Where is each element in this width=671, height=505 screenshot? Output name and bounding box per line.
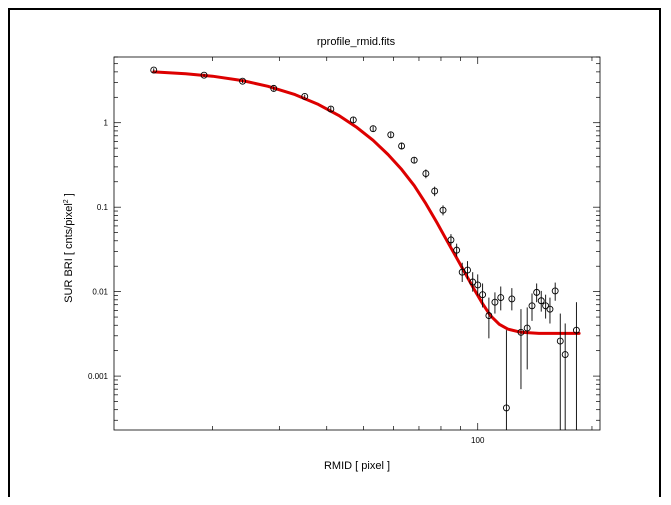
data-marker <box>200 71 208 79</box>
data-marker <box>572 326 580 334</box>
chart-frame <box>8 8 661 497</box>
data-marker <box>422 170 430 178</box>
data-point <box>523 307 531 370</box>
data-point <box>533 283 541 303</box>
data-marker <box>561 351 569 358</box>
chart-title: rprofile_rmid.fits <box>317 36 396 48</box>
data-point <box>556 313 564 430</box>
data-point <box>239 77 247 85</box>
data-marker <box>537 297 545 305</box>
x-axis-label: RMID [ pixel ] <box>324 460 390 472</box>
data-marker <box>327 105 335 113</box>
y-axis-label-superscript: 2 <box>63 199 70 203</box>
data-marker <box>410 156 418 164</box>
data-marker <box>523 324 531 332</box>
data-point <box>551 282 559 301</box>
data-point <box>369 125 377 133</box>
data-marker <box>447 236 455 244</box>
data-point <box>517 309 525 390</box>
data-marker <box>556 337 564 345</box>
data-marker <box>542 302 550 310</box>
data-marker <box>349 116 357 124</box>
data-marker <box>533 288 541 296</box>
data-point <box>447 234 455 246</box>
data-marker <box>491 298 499 306</box>
data-point <box>464 261 471 280</box>
data-point <box>387 131 395 139</box>
data-marker <box>453 246 461 254</box>
data-marker <box>479 291 487 299</box>
data-point <box>327 105 335 113</box>
data-marker <box>474 281 482 289</box>
data-marker <box>497 294 505 302</box>
data-point <box>479 283 487 308</box>
data-marker <box>439 206 447 214</box>
data-point <box>485 297 493 339</box>
data-points-series <box>150 66 580 430</box>
data-point <box>474 274 482 296</box>
data-point <box>301 92 309 100</box>
plot-area <box>113 56 601 431</box>
x-axis-ticks: 100 <box>212 57 593 445</box>
data-point <box>502 330 510 430</box>
data-point <box>398 142 406 150</box>
data-marker <box>301 92 309 100</box>
data-marker <box>431 187 439 195</box>
y-axis-label-prefix: SUR BRI [ cnts/pixel <box>63 203 75 303</box>
data-marker <box>528 302 536 310</box>
data-marker <box>551 287 559 295</box>
data-point <box>546 297 554 324</box>
y-tick-label: 0.001 <box>88 372 109 381</box>
data-point <box>561 323 569 430</box>
data-point <box>431 186 439 197</box>
data-point <box>150 66 158 74</box>
data-point <box>491 292 499 314</box>
data-point <box>453 243 461 257</box>
data-marker <box>508 295 516 303</box>
data-marker <box>369 125 377 133</box>
data-point <box>469 272 477 292</box>
data-marker <box>387 131 395 139</box>
y-tick-label: 0.1 <box>97 203 109 212</box>
data-marker <box>270 84 278 92</box>
model-curve-line <box>152 70 581 335</box>
y-axis-label-suffix: ] <box>63 193 75 199</box>
y-axis-ticks: 1 0.1 0.01 0.001 <box>88 56 600 421</box>
data-point <box>542 294 550 319</box>
data-marker <box>546 305 554 313</box>
data-marker <box>464 266 471 274</box>
data-point <box>572 302 580 430</box>
data-point <box>508 288 516 311</box>
data-marker <box>398 142 406 150</box>
data-point <box>537 290 545 312</box>
y-tick-label: 0.01 <box>92 288 108 297</box>
data-marker <box>150 66 158 74</box>
data-point <box>497 286 505 311</box>
y-tick-label: 1 <box>104 119 109 128</box>
data-marker <box>469 278 477 286</box>
data-marker <box>239 77 247 85</box>
data-point <box>528 293 536 321</box>
data-point <box>422 169 430 179</box>
data-point <box>439 205 447 216</box>
data-point <box>349 116 357 124</box>
x-tick-label: 100 <box>471 436 485 445</box>
data-point <box>200 71 208 79</box>
data-marker <box>517 328 525 336</box>
data-marker <box>485 312 493 320</box>
model-curve-series <box>152 70 581 335</box>
data-point <box>410 156 418 164</box>
data-point <box>270 84 278 92</box>
y-axis-label: SUR BRI [ cnts/pixel2 ] <box>63 193 75 303</box>
data-marker <box>502 404 510 412</box>
